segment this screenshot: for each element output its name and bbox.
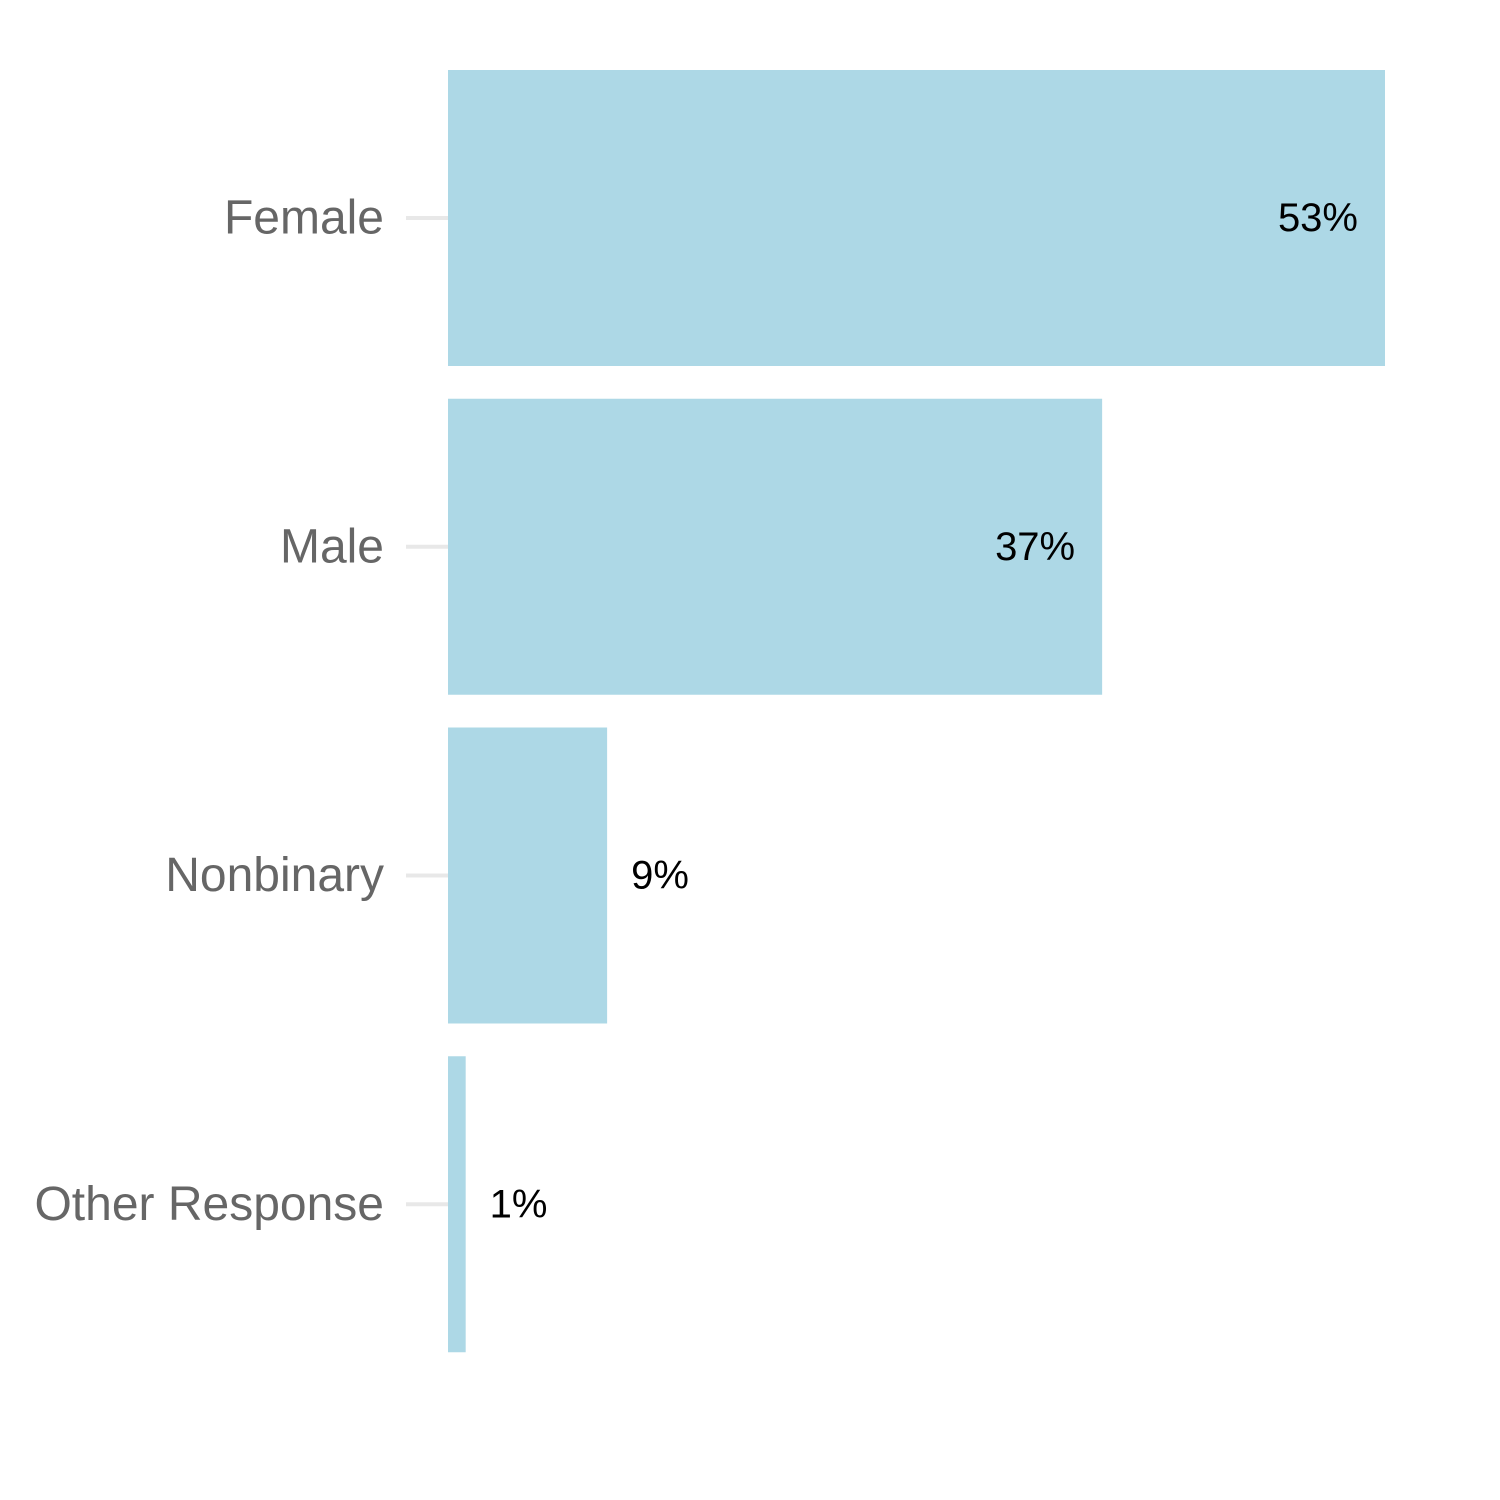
y-axis-tick-labels: Female Male Nonbinary Other Response: [34, 192, 384, 1231]
bar-female: [448, 70, 1385, 366]
value-label-other-response: 1%: [490, 1182, 548, 1226]
value-label-nonbinary: 9%: [631, 854, 689, 898]
y-axis-ticks: [406, 216, 448, 1207]
value-label-male: 37%: [995, 525, 1075, 569]
data-labels: 53% 37% 9% 1%: [490, 196, 1358, 1226]
category-label-nonbinary: Nonbinary: [165, 849, 384, 902]
bars: [448, 70, 1385, 1353]
category-label-female: Female: [224, 192, 384, 245]
bar-male: [448, 398, 1103, 695]
bar-nonbinary: [448, 727, 608, 1024]
value-label-female: 53%: [1278, 196, 1358, 240]
category-label-other-response: Other Response: [34, 1178, 384, 1231]
category-label-male: Male: [280, 520, 384, 573]
bar-other-response: [448, 1056, 466, 1353]
